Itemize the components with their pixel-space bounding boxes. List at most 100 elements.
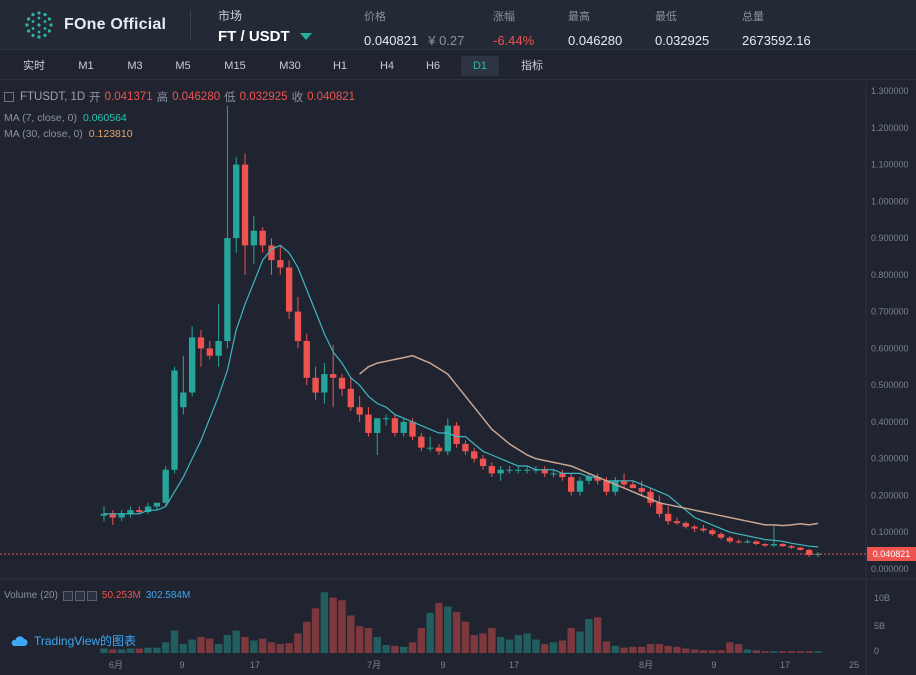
volume-bar	[620, 647, 628, 653]
time-axis-label: 6月	[109, 660, 123, 670]
volume-bar	[126, 648, 135, 653]
interval-h1[interactable]: H1	[332, 60, 348, 72]
volume-bar	[179, 644, 188, 653]
price-axis-label: 0.100000	[871, 527, 909, 537]
interval-m1[interactable]: M1	[78, 60, 94, 72]
cloud-icon	[11, 635, 28, 646]
volume-axis-label: 0	[874, 646, 879, 656]
interval-m3[interactable]: M3	[127, 60, 143, 72]
candle-body	[788, 546, 795, 548]
candle-body	[338, 377, 346, 389]
settings-icon[interactable]	[74, 590, 85, 601]
candle-body	[594, 477, 601, 481]
volume-bar	[206, 638, 214, 653]
candle-body	[753, 541, 760, 544]
indicators-button[interactable]: 指标	[521, 60, 543, 72]
volume-value-2: 302.584M	[145, 590, 191, 601]
current-price-tag: 0.040821	[867, 546, 916, 561]
candle-body	[180, 392, 187, 408]
chart-canvas[interactable]: 1.300000 1.200000 1.100000 1.000000 0.900000…	[0, 81, 916, 675]
volume-bar	[258, 638, 267, 653]
pair-dropdown[interactable]: FT / USDT	[218, 28, 312, 45]
interval-realtime[interactable]: 实时	[23, 60, 45, 72]
volume-bar	[787, 651, 796, 653]
price-axis-label: 0.700000	[871, 307, 909, 317]
time-axis-label: 17	[250, 660, 260, 670]
interval-m15[interactable]: M15	[224, 60, 246, 72]
candle-body	[497, 469, 504, 474]
market-label: 市场	[218, 9, 243, 23]
chart-legend: FTUSDT, 1D 开 0.041371 高 0.046280 低 0.032925…	[4, 89, 355, 140]
eye-icon[interactable]	[62, 590, 73, 601]
time-axis-label: 17	[509, 660, 519, 670]
candle-body	[162, 469, 169, 503]
volume-bar	[188, 639, 196, 653]
price-axis-label: 0.600000	[871, 343, 909, 353]
price-chart[interactable]: 1.300000 1.200000 1.100000 1.000000 0.900000…	[0, 81, 916, 675]
interval-h4[interactable]: H4	[379, 60, 395, 72]
volume-bar	[488, 627, 496, 653]
price-axis-label: 1.200000	[871, 123, 909, 133]
candle-body	[479, 458, 487, 467]
candle-body	[365, 414, 372, 433]
candle-body	[259, 230, 266, 246]
volume-bar	[673, 646, 681, 653]
time-axis-label: 9	[711, 660, 716, 670]
chevron-down-icon[interactable]	[299, 33, 312, 40]
low-value: 0.032925	[239, 91, 288, 103]
close-icon[interactable]	[86, 590, 97, 601]
volume-bar	[382, 644, 390, 653]
collapse-icon[interactable]	[4, 92, 14, 102]
interval-h6[interactable]: H6	[425, 60, 441, 72]
candle-body	[515, 469, 522, 471]
candle-body	[224, 238, 231, 342]
candle-body	[576, 480, 584, 492]
volume-controls[interactable]	[62, 590, 97, 601]
ma7-line	[104, 244, 819, 548]
brand-logo[interactable]: FOne Official	[24, 10, 166, 40]
candle-body	[374, 418, 381, 433]
time-axis: 6月 9 17 7月 9 17 8月 9 17 25	[109, 660, 859, 670]
volume-axis-label: 10B	[874, 593, 890, 603]
ma7-legend[interactable]: MA (7, close, 0) 0.060564	[4, 112, 355, 124]
candle-body	[550, 473, 557, 475]
open-label: 开	[89, 92, 101, 104]
candle-body	[294, 311, 302, 342]
stat-label: 总量	[742, 11, 764, 23]
candle-body	[523, 469, 531, 471]
candle-body	[682, 523, 689, 527]
volume-bar	[567, 627, 575, 653]
interval-m30[interactable]: M30	[279, 60, 301, 72]
volume-bar	[734, 644, 743, 653]
volume-bar	[532, 639, 540, 653]
volume-bar	[100, 648, 108, 653]
volume-bar	[779, 651, 787, 653]
stat-label: 涨幅	[493, 11, 515, 23]
candle-body	[806, 549, 813, 556]
volume-bar	[629, 646, 637, 653]
candle-body	[171, 370, 178, 470]
candle-body	[568, 477, 575, 492]
volume-bar	[496, 636, 505, 653]
ohlc-legend: FTUSDT, 1D 开 0.041371 高 0.046280 低 0.032925…	[4, 89, 355, 105]
candle-body	[418, 436, 425, 448]
volume-bar	[197, 636, 205, 653]
candle-body	[277, 260, 284, 268]
interval-m5[interactable]: M5	[175, 60, 191, 72]
market-selector[interactable]: 市场 FT / USDT	[218, 7, 312, 45]
interval-d1[interactable]: D1	[461, 56, 499, 76]
price-axis-label: 0.300000	[871, 454, 909, 464]
price-axis-label: 1.100000	[871, 160, 909, 170]
volume-bar	[444, 606, 452, 653]
volume-bar	[135, 648, 143, 653]
tradingview-link[interactable]: TradingView的图表	[10, 632, 136, 649]
pair-name: FT / USDT	[218, 28, 290, 45]
ma30-legend[interactable]: MA (30, close, 0) 0.123810	[4, 128, 355, 140]
candle-body	[241, 164, 249, 246]
stat-low: 最低 0.032925	[655, 8, 709, 48]
price-axis-label: 0.200000	[871, 490, 909, 500]
volume-bar	[805, 651, 813, 653]
volume-bar	[452, 611, 461, 653]
volume-bar	[593, 617, 602, 653]
time-axis-label: 9	[440, 660, 445, 670]
